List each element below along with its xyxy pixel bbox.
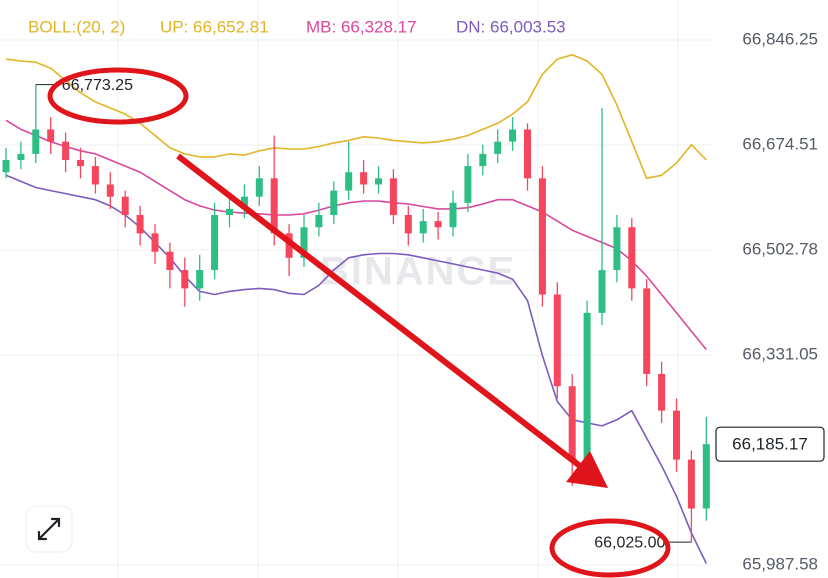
candle-body [419,221,427,234]
expand-icon [37,517,61,541]
candle-body [211,215,219,271]
boll-line [5,174,708,564]
y-tick-label: 66,502.78 [742,239,818,258]
boll-line [5,119,707,351]
candle-body [628,227,636,289]
candle-body [240,196,248,209]
high-marker-label: 66,773.25 [62,77,133,94]
expand-button[interactable] [25,505,73,553]
candle-body [226,208,233,216]
vertical-grid [117,0,679,578]
trend-arrow-head [566,451,608,488]
low-marker-label: 66,025.00 [594,534,665,551]
highlight-ellipse [549,518,671,578]
candle-body [538,178,546,295]
y-tick-label: 65,987.58 [742,554,818,573]
candle-body [553,294,561,387]
candle-body [583,312,591,460]
candle-body [509,129,517,142]
indicator-label: BOLL:(20, 2) [28,17,125,36]
y-axis: 66,846.25 66,674.51 66,502.78 66,331.05 65,9… [742,29,818,573]
candle-body [151,233,159,252]
candle-body [643,288,651,374]
candle-body [479,153,487,167]
candle-body [196,270,204,289]
candle-body [2,159,10,173]
candle-body [270,178,278,234]
candle-body [702,444,710,509]
candle-body [673,410,680,460]
candle-body [434,221,442,228]
candle-body [166,251,174,271]
candle-body [449,202,457,228]
candle-body [300,227,308,258]
candle-body [315,215,323,228]
candle-body [598,270,606,313]
up-label: UP: 66,652.81 [160,17,269,36]
grid [0,39,712,566]
candle-body [77,159,84,167]
candle-body [136,215,144,234]
candle-body [17,153,25,160]
candle-body [181,270,189,289]
candle-body [330,190,338,216]
candle-body [464,166,472,203]
highlight-ellipse [47,67,189,125]
candle-body [121,196,129,216]
candle-body [106,184,114,197]
y-tick-label: 66,331.05 [742,344,818,363]
trend-arrow [176,153,582,469]
candle-body [389,178,397,216]
candle-body [568,386,576,460]
y-tick-label: 66,846.25 [742,29,818,48]
candle-body [285,233,293,258]
candle-body [524,129,531,179]
last-price-label: 66,185.17 [732,435,808,454]
candle-body [47,129,55,142]
candle-body [375,178,382,185]
y-tick-label: 66,674.51 [742,134,818,153]
candle-body [360,172,368,185]
candle-body [613,227,621,271]
candle-body [32,129,40,154]
candle-body [494,141,502,154]
dn-label: DN: 66,003.53 [456,17,566,36]
candle-body [345,172,353,191]
mb-label: MB: 66,328.17 [306,17,417,36]
candle-body [91,166,99,185]
markers: 66,773.25 66,025.00 66,185.17 [35,77,825,551]
candle-body [255,178,263,197]
boll-line [5,53,707,180]
candles [2,84,710,543]
candle-body [658,373,666,411]
candle-body [404,215,412,234]
last-price-box [715,426,825,462]
candle-body [62,141,70,160]
candle-body [687,459,695,509]
